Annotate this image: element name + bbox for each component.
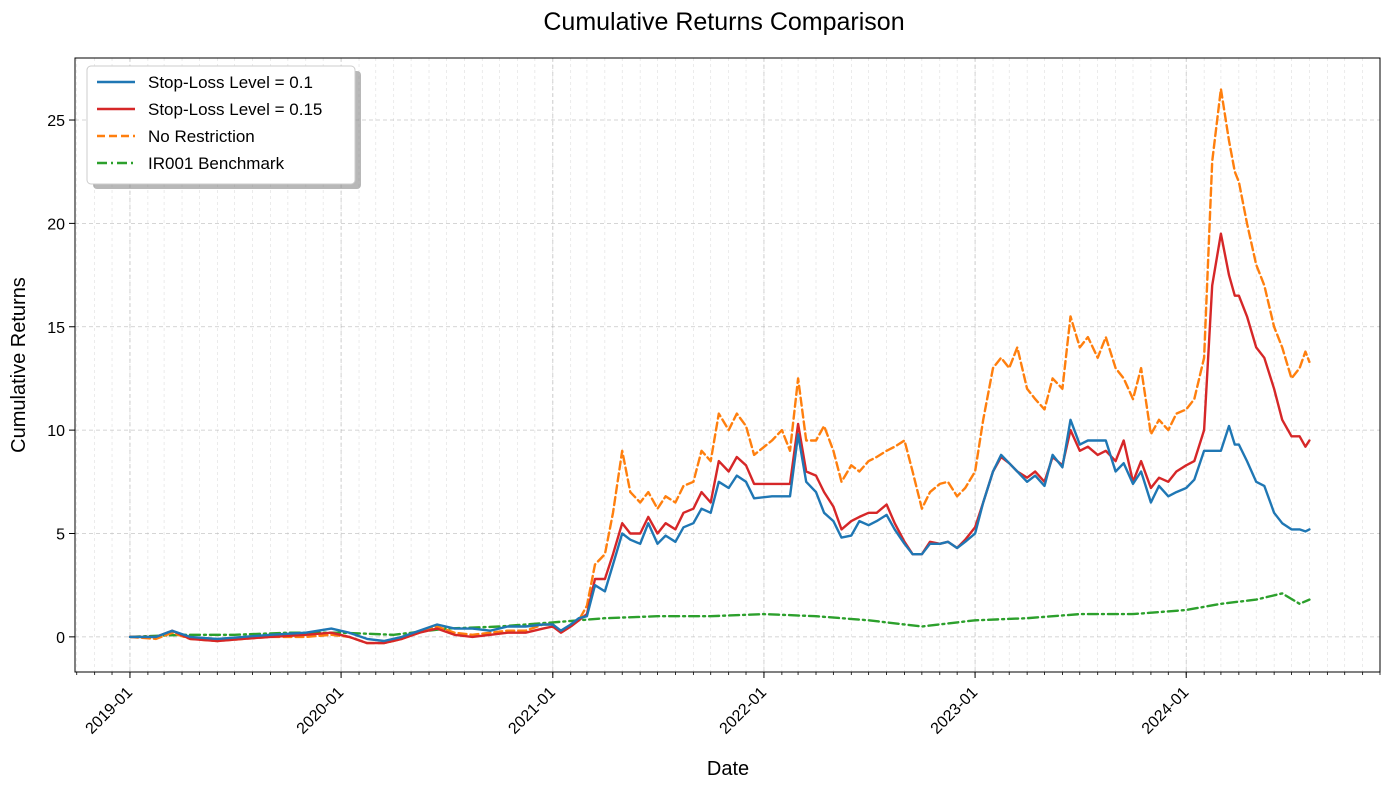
y-tick-label: 5 [56, 526, 65, 543]
series-line-1 [128, 232, 1311, 645]
legend-label-3: IR001 Benchmark [148, 154, 285, 173]
plot-area-frame [74, 57, 1381, 673]
series-line-0 [128, 418, 1311, 643]
series-line-2 [128, 87, 1311, 645]
legend-label-1: Stop-Loss Level = 0.15 [148, 100, 322, 119]
y-tick-label: 20 [47, 216, 65, 233]
y-tick-label: 15 [47, 320, 65, 337]
x-axis-label: Date [707, 758, 749, 780]
legend: Stop-Loss Level = 0.1 Stop-Loss Level = 0… [86, 65, 361, 189]
legend-label-0: Stop-Loss Level = 0.1 [148, 73, 313, 92]
y-axis-label: Cumulative Returns [8, 277, 30, 453]
y-tick-label: 10 [47, 423, 65, 440]
series-lines [128, 87, 1311, 645]
legend-box [86, 65, 356, 185]
y-tick-label: 0 [56, 630, 65, 647]
y-tick-label: 25 [47, 113, 65, 130]
chart-title: Cumulative Returns Comparison [543, 8, 904, 36]
legend-label-2: No Restriction [148, 127, 255, 146]
